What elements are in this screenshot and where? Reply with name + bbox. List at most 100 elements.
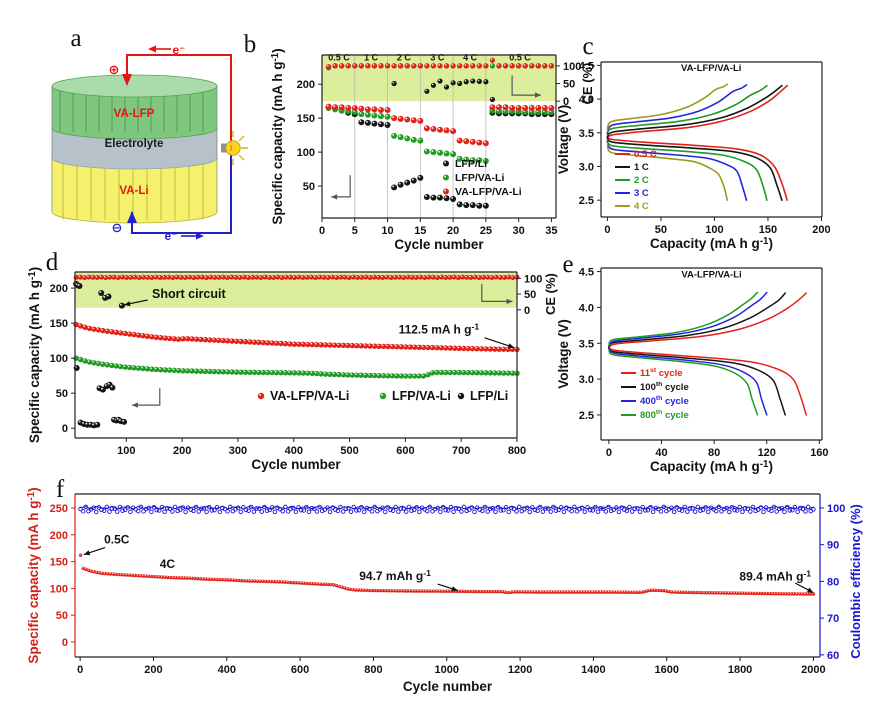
curve [606, 83, 729, 133]
point [489, 57, 496, 63]
point [509, 505, 514, 511]
point [469, 202, 476, 209]
point-highlight [314, 371, 317, 374]
point-highlight [444, 161, 447, 164]
point [485, 509, 490, 514]
point [737, 504, 743, 510]
point-highlight [122, 419, 125, 422]
point-highlight [248, 579, 250, 581]
point-highlight [110, 363, 112, 366]
point-highlight [343, 275, 345, 278]
point-highlight [364, 275, 366, 278]
curve [608, 348, 759, 416]
y2-tick-label: 100 [524, 273, 542, 285]
point [280, 508, 286, 514]
point [262, 504, 267, 510]
point-highlight [355, 275, 358, 278]
point [635, 505, 640, 511]
point-highlight [498, 590, 501, 592]
y2-tick-label: 80 [827, 576, 839, 588]
point [616, 509, 622, 515]
point [516, 63, 522, 69]
x-tick-label: 800 [508, 445, 526, 457]
point [514, 509, 519, 514]
point [451, 509, 456, 515]
point-highlight [393, 275, 396, 278]
plus-terminal-icon: ⊕ [109, 62, 120, 77]
point-highlight [534, 590, 536, 593]
point-highlight [692, 591, 694, 593]
point [446, 508, 451, 513]
point-highlight [101, 387, 103, 390]
point-highlight [123, 365, 126, 368]
point-highlight [444, 151, 447, 154]
point-highlight [252, 340, 255, 343]
annotation: 4C [160, 557, 176, 571]
y2-tick-label: 50 [524, 289, 536, 301]
point [540, 509, 546, 514]
point [509, 63, 515, 69]
point [364, 106, 371, 113]
electron-flow-top-arrowhead [148, 45, 156, 53]
point-highlight [279, 370, 282, 373]
point [371, 120, 378, 127]
point [371, 106, 378, 113]
point [364, 505, 370, 511]
point [624, 508, 630, 514]
point-highlight [716, 591, 719, 593]
point-highlight [83, 325, 86, 328]
point [417, 174, 424, 181]
point-highlight [199, 369, 201, 372]
curve [606, 136, 788, 201]
point-highlight [444, 275, 446, 278]
point [745, 506, 750, 512]
point-highlight [665, 589, 667, 592]
point [109, 506, 115, 511]
point-highlight [366, 112, 368, 115]
y2-tick-label: 60 [827, 650, 839, 662]
point-highlight [389, 589, 392, 591]
point-highlight [402, 275, 404, 278]
point-highlight [457, 346, 460, 349]
point-highlight [464, 139, 467, 142]
y-tick-label: 3.0 [579, 161, 594, 173]
point-highlight [145, 367, 148, 369]
point [787, 508, 793, 513]
point [251, 509, 257, 514]
point-highlight [141, 366, 143, 369]
point [122, 507, 128, 513]
electron-flow-bottom-label: e⁻ [164, 229, 177, 243]
point-highlight [785, 592, 787, 594]
point [515, 104, 522, 111]
x-tick-label: 80 [708, 447, 720, 459]
x-tick-label: 150 [759, 224, 777, 236]
point [463, 138, 470, 145]
point-highlight [90, 570, 92, 572]
legend-item: LFP/Li [470, 389, 508, 403]
panel-letter-c: c [582, 33, 593, 60]
point-highlight [395, 344, 397, 347]
point-highlight [327, 583, 329, 585]
point-highlight [297, 371, 299, 373]
point-highlight [656, 589, 659, 591]
point-highlight [477, 203, 480, 206]
arrowhead [331, 194, 338, 200]
arrowhead [506, 298, 513, 305]
point [556, 507, 561, 513]
legend-item: LFP/Li [455, 158, 487, 170]
point [327, 509, 333, 515]
point-highlight [457, 156, 460, 159]
point [384, 107, 391, 114]
point-highlight [288, 371, 290, 373]
annotation-arrow [481, 283, 513, 302]
point [396, 509, 401, 514]
point-highlight [553, 590, 555, 593]
point [377, 113, 384, 120]
point [430, 126, 437, 133]
point [424, 508, 430, 514]
point-highlight [403, 589, 405, 591]
point [301, 508, 307, 513]
point [256, 506, 262, 511]
point [598, 506, 603, 511]
point-highlight [490, 97, 493, 100]
